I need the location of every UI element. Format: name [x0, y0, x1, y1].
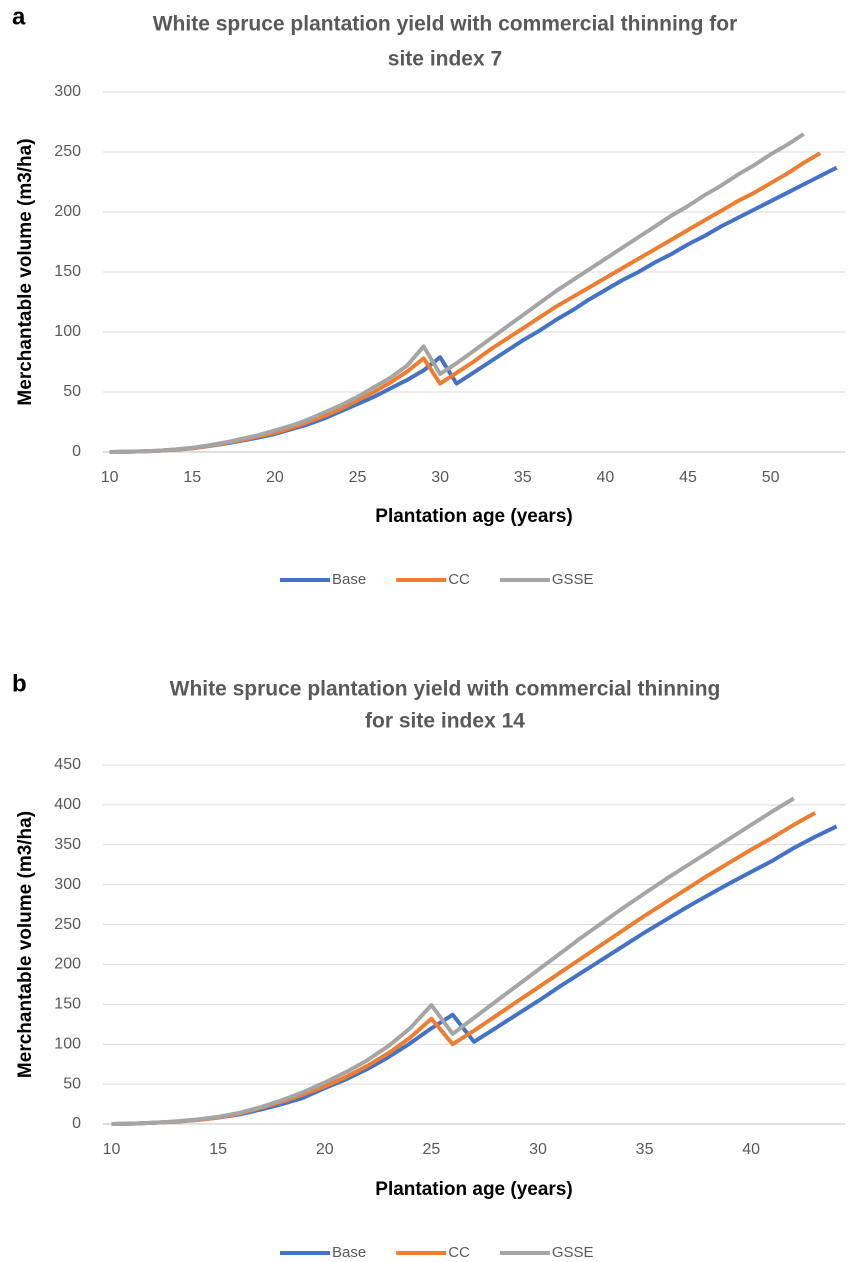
y-tick-label: 150	[54, 996, 81, 1013]
legend-label: Base	[332, 1244, 366, 1261]
chart-title: for site index 14	[365, 710, 525, 733]
x-tick-label: 45	[679, 469, 697, 486]
x-tick-label: 30	[529, 1141, 547, 1158]
x-tick-label: 25	[349, 469, 367, 486]
x-tick-label: 10	[103, 1141, 121, 1158]
x-tick-label: 35	[636, 1141, 654, 1158]
y-axis-label: Merchantable volume (m3/ha)	[15, 138, 36, 405]
chart-title: White spruce plantation yield with comme…	[153, 13, 738, 36]
chart-title: site index 7	[388, 48, 502, 71]
legend-label: Base	[332, 571, 366, 588]
chart-title: White spruce plantation yield with comme…	[170, 678, 721, 701]
y-tick-label: 150	[54, 263, 81, 280]
y-tick-label: 300	[54, 876, 81, 893]
x-tick-label: 20	[266, 469, 284, 486]
y-tick-label: 50	[63, 1075, 81, 1092]
y-tick-label: 100	[54, 1035, 81, 1052]
y-tick-label: 0	[72, 443, 81, 460]
y-tick-label: 350	[54, 836, 81, 853]
x-tick-label: 40	[742, 1141, 760, 1158]
y-tick-label: 100	[54, 323, 81, 340]
y-tick-label: 450	[54, 756, 81, 773]
x-tick-label: 15	[209, 1141, 227, 1158]
series-line	[109, 151, 822, 454]
y-tick-label: 50	[63, 383, 81, 400]
x-tick-label: 15	[183, 469, 201, 486]
x-tick-label: 35	[514, 469, 532, 486]
legend-label: GSSE	[552, 571, 594, 588]
panel-label: a	[12, 3, 26, 30]
x-tick-label: 10	[101, 469, 119, 486]
x-axis-label: Plantation age (years)	[375, 506, 572, 527]
x-tick-label: 50	[762, 469, 780, 486]
y-tick-label: 300	[54, 83, 81, 100]
y-tick-label: 250	[54, 143, 81, 160]
y-tick-label: 200	[54, 203, 81, 220]
y-tick-label: 250	[54, 916, 81, 933]
legend-label: CC	[448, 1244, 470, 1261]
x-tick-label: 30	[431, 469, 449, 486]
x-tick-label: 40	[596, 469, 614, 486]
series-line	[109, 165, 838, 454]
series-line	[111, 796, 795, 1126]
x-tick-label: 25	[422, 1141, 440, 1158]
series-line	[109, 132, 805, 454]
y-tick-label: 0	[72, 1115, 81, 1132]
x-axis-label: Plantation age (years)	[375, 1179, 572, 1200]
y-tick-label: 400	[54, 796, 81, 813]
y-axis-label: Merchantable volume (m3/ha)	[15, 811, 36, 1078]
series-line	[111, 811, 817, 1126]
legend-label: GSSE	[552, 1244, 594, 1261]
legend-label: CC	[448, 571, 470, 588]
y-tick-label: 200	[54, 956, 81, 973]
series-line	[111, 824, 838, 1126]
x-tick-label: 20	[316, 1141, 334, 1158]
panel-label: b	[12, 670, 27, 697]
